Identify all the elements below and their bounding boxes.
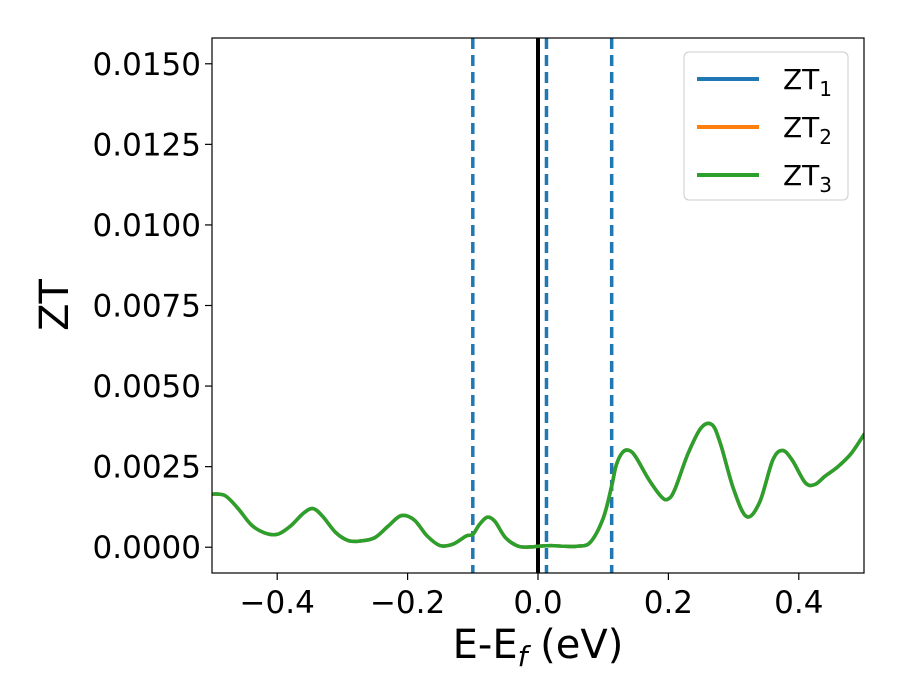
x-tick-label: 0.0 [513, 585, 562, 621]
x-tick-label: −0.2 [370, 585, 445, 621]
y-tick-label: 0.0150 [93, 47, 201, 83]
y-tick-label: 0.0000 [93, 530, 201, 566]
y-axis-ticks: 0.0000 0.0025 0.0050 0.0075 0.0100 0.0125 0.01… [93, 47, 212, 566]
legend-items: ZT1 ZT2 ZT3 [697, 63, 832, 197]
x-axis-ticks: −0.4 −0.2 0.0 0.2 0.4 [240, 573, 823, 621]
series-lines [212, 421, 864, 549]
y-tick-label: 0.0100 [93, 208, 201, 244]
series-line-zt3 [212, 421, 864, 549]
y-tick-label: 0.0075 [93, 289, 201, 325]
y-tick-label: 0.0050 [93, 369, 201, 405]
y-tick-label: 0.0025 [93, 450, 201, 486]
legend-label-zt3: ZT3 [783, 159, 832, 197]
x-tick-label: 0.2 [644, 585, 693, 621]
y-tick-label: 0.0125 [93, 127, 201, 163]
x-tick-label: −0.4 [240, 585, 315, 621]
legend-box [683, 51, 849, 201]
x-axis-label: E-Ef (eV) [453, 622, 624, 673]
legend-label-zt1: ZT1 [783, 63, 832, 101]
y-axis-label: ZT [32, 279, 78, 331]
legend-label-zt2: ZT2 [783, 111, 832, 149]
x-tick-label: 0.4 [774, 585, 823, 621]
legend: ZT1 ZT2 ZT3 [683, 51, 849, 201]
